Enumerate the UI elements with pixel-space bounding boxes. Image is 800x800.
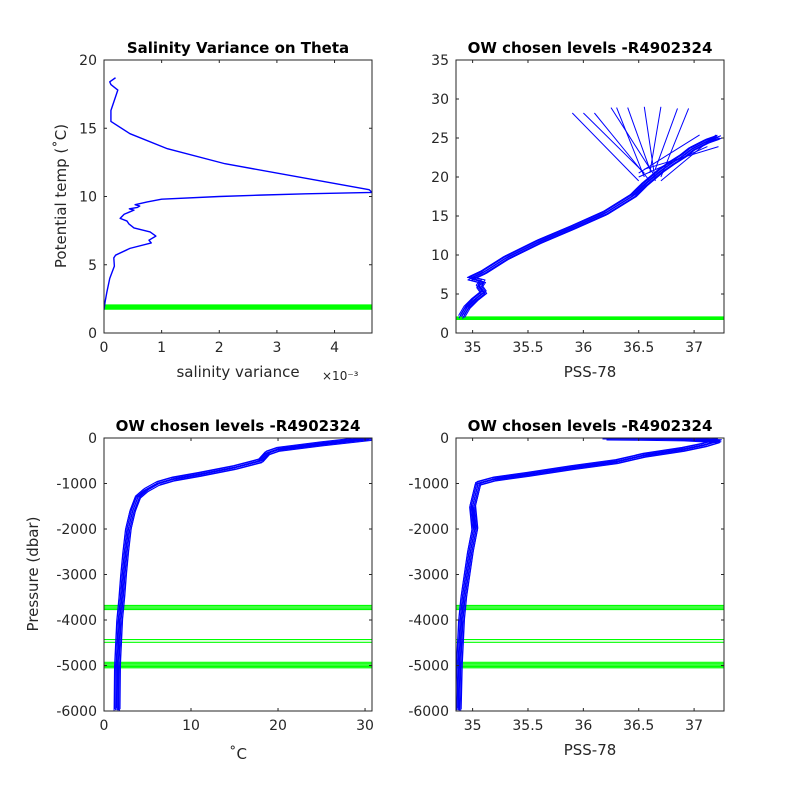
potential-temp-ylabel: Potential temp (˚C) (52, 124, 70, 268)
plot-clip-group (104, 438, 372, 711)
x-tick-label: 10 (182, 718, 200, 734)
profile-surface-line (660, 134, 717, 182)
y-tick-label: 10 (431, 248, 449, 264)
y-tick-label: 0 (440, 431, 449, 447)
x-tick-label: 36.5 (623, 718, 654, 734)
x-tick-label: 36 (574, 340, 592, 356)
profile-surface-line (638, 146, 708, 178)
profile-series-line (104, 77, 372, 310)
x-tick-label: 36.5 (623, 340, 654, 356)
y-tick-label: 30 (431, 92, 449, 108)
profile-surface-line (643, 106, 656, 181)
profile-surface-line (610, 107, 656, 178)
y-tick-label: -4000 (56, 613, 97, 629)
y-tick-label: 5 (88, 258, 97, 274)
y-tick-label: -1000 (56, 477, 97, 493)
y-tick-label: -3000 (56, 568, 97, 584)
x-tick-label: 3 (272, 340, 281, 356)
x-tick-label: 30 (356, 718, 374, 734)
y-tick-label: 15 (79, 121, 97, 137)
profile-series-line (463, 135, 722, 316)
y-tick-label: -2000 (56, 522, 97, 538)
x-tick-label: 0 (100, 718, 109, 734)
y-tick-label: -1000 (408, 477, 449, 493)
salinity-variance-panel: Salinity Variance on Theta salinity vari… (52, 39, 373, 383)
profile-series-line (117, 439, 372, 711)
salinity-pressure-xlabel: PSS-78 (564, 741, 617, 759)
y-tick-label: 5 (440, 287, 449, 303)
y-tick-label: 0 (88, 431, 97, 447)
y-tick-label: 10 (79, 190, 97, 206)
temperature-pressure-panel: OW chosen levels -R4902324 ˚C Pressure (… (24, 417, 374, 763)
salinity-variance-title: Salinity Variance on Theta (127, 39, 349, 57)
salinity-pressure-panel: OW chosen levels -R4902324 PSS-78 35 35.5… (408, 417, 725, 759)
profile-surface-line (616, 107, 645, 178)
profile-surface-line (627, 107, 651, 170)
axes-box (455, 59, 725, 334)
pressure-ylabel: Pressure (dbar) (24, 517, 42, 632)
salinity-pressure-title: OW chosen levels -R4902324 (468, 417, 713, 435)
salinity-variance-exponent: ×10⁻³ (322, 369, 359, 383)
profile-surface-line (583, 112, 645, 174)
temperature-pressure-plot-area: 0 10 20 30 0 -1000 -2000 -3000 -4000 -5000 -6000 (56, 431, 374, 734)
x-tick-label: 20 (269, 718, 287, 734)
profile-surface-line (594, 112, 651, 182)
temperature-pressure-xlabel: ˚C (229, 745, 247, 763)
y-tick-label: 25 (431, 131, 449, 147)
profile-series-line (458, 135, 716, 316)
profile-surface-line (644, 146, 719, 170)
salinity-variance-plot-area: 0 1 2 3 4 0 5 10 15 20 (79, 53, 373, 356)
salinity-pressure-plot-area: 35 35.5 36 36.5 37 0 -1000 -2000 -3000 -4000 -5000… (408, 431, 725, 734)
profile-series-line (458, 439, 720, 711)
salinity-theta-panel: OW chosen levels -R4902324 PSS-78 35 35.5… (431, 39, 725, 381)
profile-surface-line (660, 108, 690, 178)
profile-series-line (115, 438, 360, 709)
profile-series-line (464, 137, 722, 318)
y-tick-label: -4000 (408, 613, 449, 629)
x-tick-label: 37 (685, 340, 703, 356)
y-tick-label: 0 (88, 326, 97, 342)
x-tick-label: 4 (330, 340, 339, 356)
y-tick-label: 15 (431, 209, 449, 225)
profile-series-line (456, 438, 716, 700)
y-tick-label: -6000 (56, 704, 97, 720)
profile-series-line (460, 438, 722, 710)
x-tick-label: 36 (574, 718, 592, 734)
y-tick-label: 20 (79, 53, 97, 69)
salinity-theta-plot-area: 35 35.5 36 36.5 37 0 5 10 15 20 25 30 35 (431, 53, 725, 356)
plot-clip-group (104, 77, 372, 310)
profile-series-line (113, 438, 370, 711)
y-tick-label: -5000 (56, 659, 97, 675)
x-tick-label: 2 (215, 340, 224, 356)
y-tick-label: -3000 (408, 568, 449, 584)
profile-surface-line (649, 106, 662, 174)
salinity-variance-xlabel: salinity variance (176, 363, 299, 381)
plot-clip-group (456, 438, 724, 711)
x-tick-label: 35.5 (512, 340, 543, 356)
y-tick-label: 0 (440, 326, 449, 342)
x-tick-label: 35 (464, 718, 482, 734)
x-tick-label: 0 (100, 340, 109, 356)
salinity-theta-xlabel: PSS-78 (564, 363, 617, 381)
temperature-pressure-title: OW chosen levels -R4902324 (116, 417, 361, 435)
y-tick-label: 20 (431, 170, 449, 186)
profile-surface-line (654, 108, 678, 170)
profile-surface-line (571, 112, 640, 182)
x-tick-label: 37 (685, 718, 703, 734)
salinity-theta-title: OW chosen levels -R4902324 (468, 39, 713, 57)
y-tick-label: 35 (431, 53, 449, 69)
y-tick-label: -2000 (408, 522, 449, 538)
x-tick-label: 1 (157, 340, 166, 356)
plot-clip-group (456, 106, 724, 320)
x-tick-label: 35 (464, 340, 482, 356)
y-tick-label: -6000 (408, 704, 449, 720)
x-tick-label: 35.5 (512, 718, 543, 734)
y-tick-label: -5000 (408, 659, 449, 675)
